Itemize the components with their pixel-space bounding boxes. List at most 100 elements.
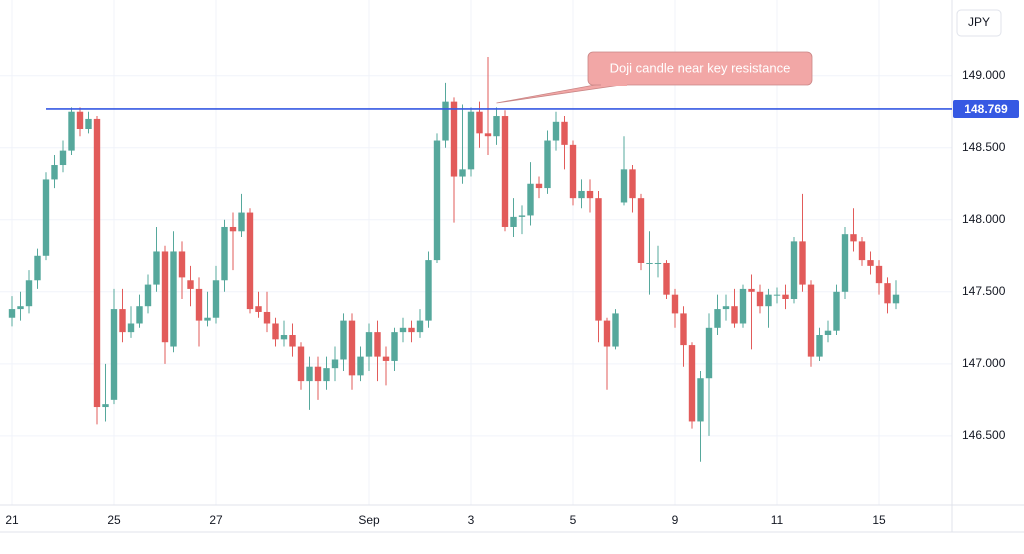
candle-body	[731, 306, 738, 324]
candle-body	[892, 294, 900, 304]
annotation-box	[587, 51, 813, 86]
candle-body	[59, 150, 67, 166]
candle-body	[595, 198, 602, 321]
candle-body	[229, 226, 237, 232]
candle-body	[688, 345, 696, 422]
candle-body	[646, 262, 653, 264]
candle-body	[102, 404, 109, 408]
candle-body	[306, 366, 313, 382]
candle-body	[501, 116, 509, 227]
candle-body	[527, 183, 534, 216]
candle-body	[637, 198, 645, 263]
candle-body	[884, 283, 891, 304]
candle-body	[238, 212, 245, 232]
candle-body	[314, 366, 322, 382]
candle-body	[569, 144, 577, 199]
candle-body	[586, 190, 594, 199]
candle-body	[212, 280, 220, 318]
candle-body	[289, 335, 296, 347]
candle-body	[578, 190, 585, 199]
candle-body	[680, 313, 687, 346]
candle-body	[34, 255, 41, 281]
candle-body	[654, 262, 662, 264]
candle-body	[348, 320, 356, 376]
candle-body	[187, 280, 194, 289]
candle-body	[629, 169, 636, 199]
candle-body	[799, 241, 806, 285]
x-tick-label: 9	[672, 513, 679, 527]
candles	[8, 56, 900, 462]
candle-body	[875, 265, 883, 284]
candle-body	[603, 320, 611, 347]
candle-body	[416, 320, 424, 333]
candle-body	[467, 111, 475, 170]
x-tick-label: 5	[570, 513, 577, 527]
candle-body	[824, 330, 832, 336]
candle-body	[765, 294, 772, 307]
x-tick-label: 11	[771, 513, 784, 527]
candle-body	[790, 241, 798, 299]
candle-body	[841, 234, 849, 292]
candle-body	[714, 309, 721, 328]
y-tick-label: 148.500	[962, 140, 1006, 154]
candle-body	[76, 111, 84, 130]
candle-body	[153, 251, 160, 285]
candle-body	[476, 111, 483, 134]
currency-label: JPY	[968, 15, 990, 29]
y-tick-label: 149.000	[962, 68, 1006, 82]
candle-body	[93, 118, 101, 408]
x-tick-label: 21	[5, 513, 19, 527]
currency-box[interactable]	[956, 9, 1002, 37]
candle-body	[204, 317, 211, 321]
candle-body	[816, 335, 823, 357]
annotation-seam	[601, 83, 627, 86]
candle-body	[739, 288, 747, 324]
candle-body	[85, 118, 92, 130]
candle-body	[221, 226, 228, 281]
candle-body	[374, 332, 381, 357]
candle-body	[255, 306, 262, 312]
y-tick-label: 146.500	[962, 428, 1006, 442]
candle-body	[459, 169, 466, 177]
candle-body	[705, 327, 713, 379]
candle-body	[782, 294, 789, 299]
candle-body	[807, 284, 815, 357]
candle-body	[722, 306, 730, 310]
candle-body	[161, 251, 169, 343]
candle-body	[612, 313, 619, 347]
candle-body	[620, 169, 628, 203]
candle-body	[17, 306, 24, 310]
candle-body	[119, 309, 126, 333]
candle-body	[144, 284, 152, 307]
candle-body	[272, 323, 279, 340]
candle-body	[127, 323, 135, 333]
y-tick-label: 147.000	[962, 356, 1006, 370]
candle-body	[442, 101, 449, 141]
candle-body	[170, 251, 177, 347]
candle-body	[110, 309, 118, 400]
candle-body	[756, 291, 764, 307]
candle-body	[68, 111, 75, 151]
candle-body	[136, 306, 143, 324]
grid	[0, 0, 952, 505]
candle-body	[357, 356, 364, 376]
candle-body	[246, 212, 254, 310]
candle-body	[748, 288, 755, 292]
y-tick-label: 148.000	[962, 212, 1006, 226]
candle-body	[263, 311, 271, 324]
x-tick-label: Sep	[358, 513, 380, 527]
candle-body	[297, 346, 305, 382]
candle-body	[51, 165, 58, 180]
x-tick-label: 27	[209, 513, 223, 527]
candle-body	[8, 309, 16, 318]
candle-body	[399, 327, 407, 333]
candle-body	[331, 359, 339, 369]
candle-body	[425, 260, 432, 321]
candle-body	[544, 140, 551, 189]
candle-body	[518, 215, 526, 217]
candle-body	[323, 368, 330, 382]
candle-body	[42, 179, 50, 256]
level-price-box	[953, 99, 1019, 118]
candle-body	[484, 133, 492, 137]
